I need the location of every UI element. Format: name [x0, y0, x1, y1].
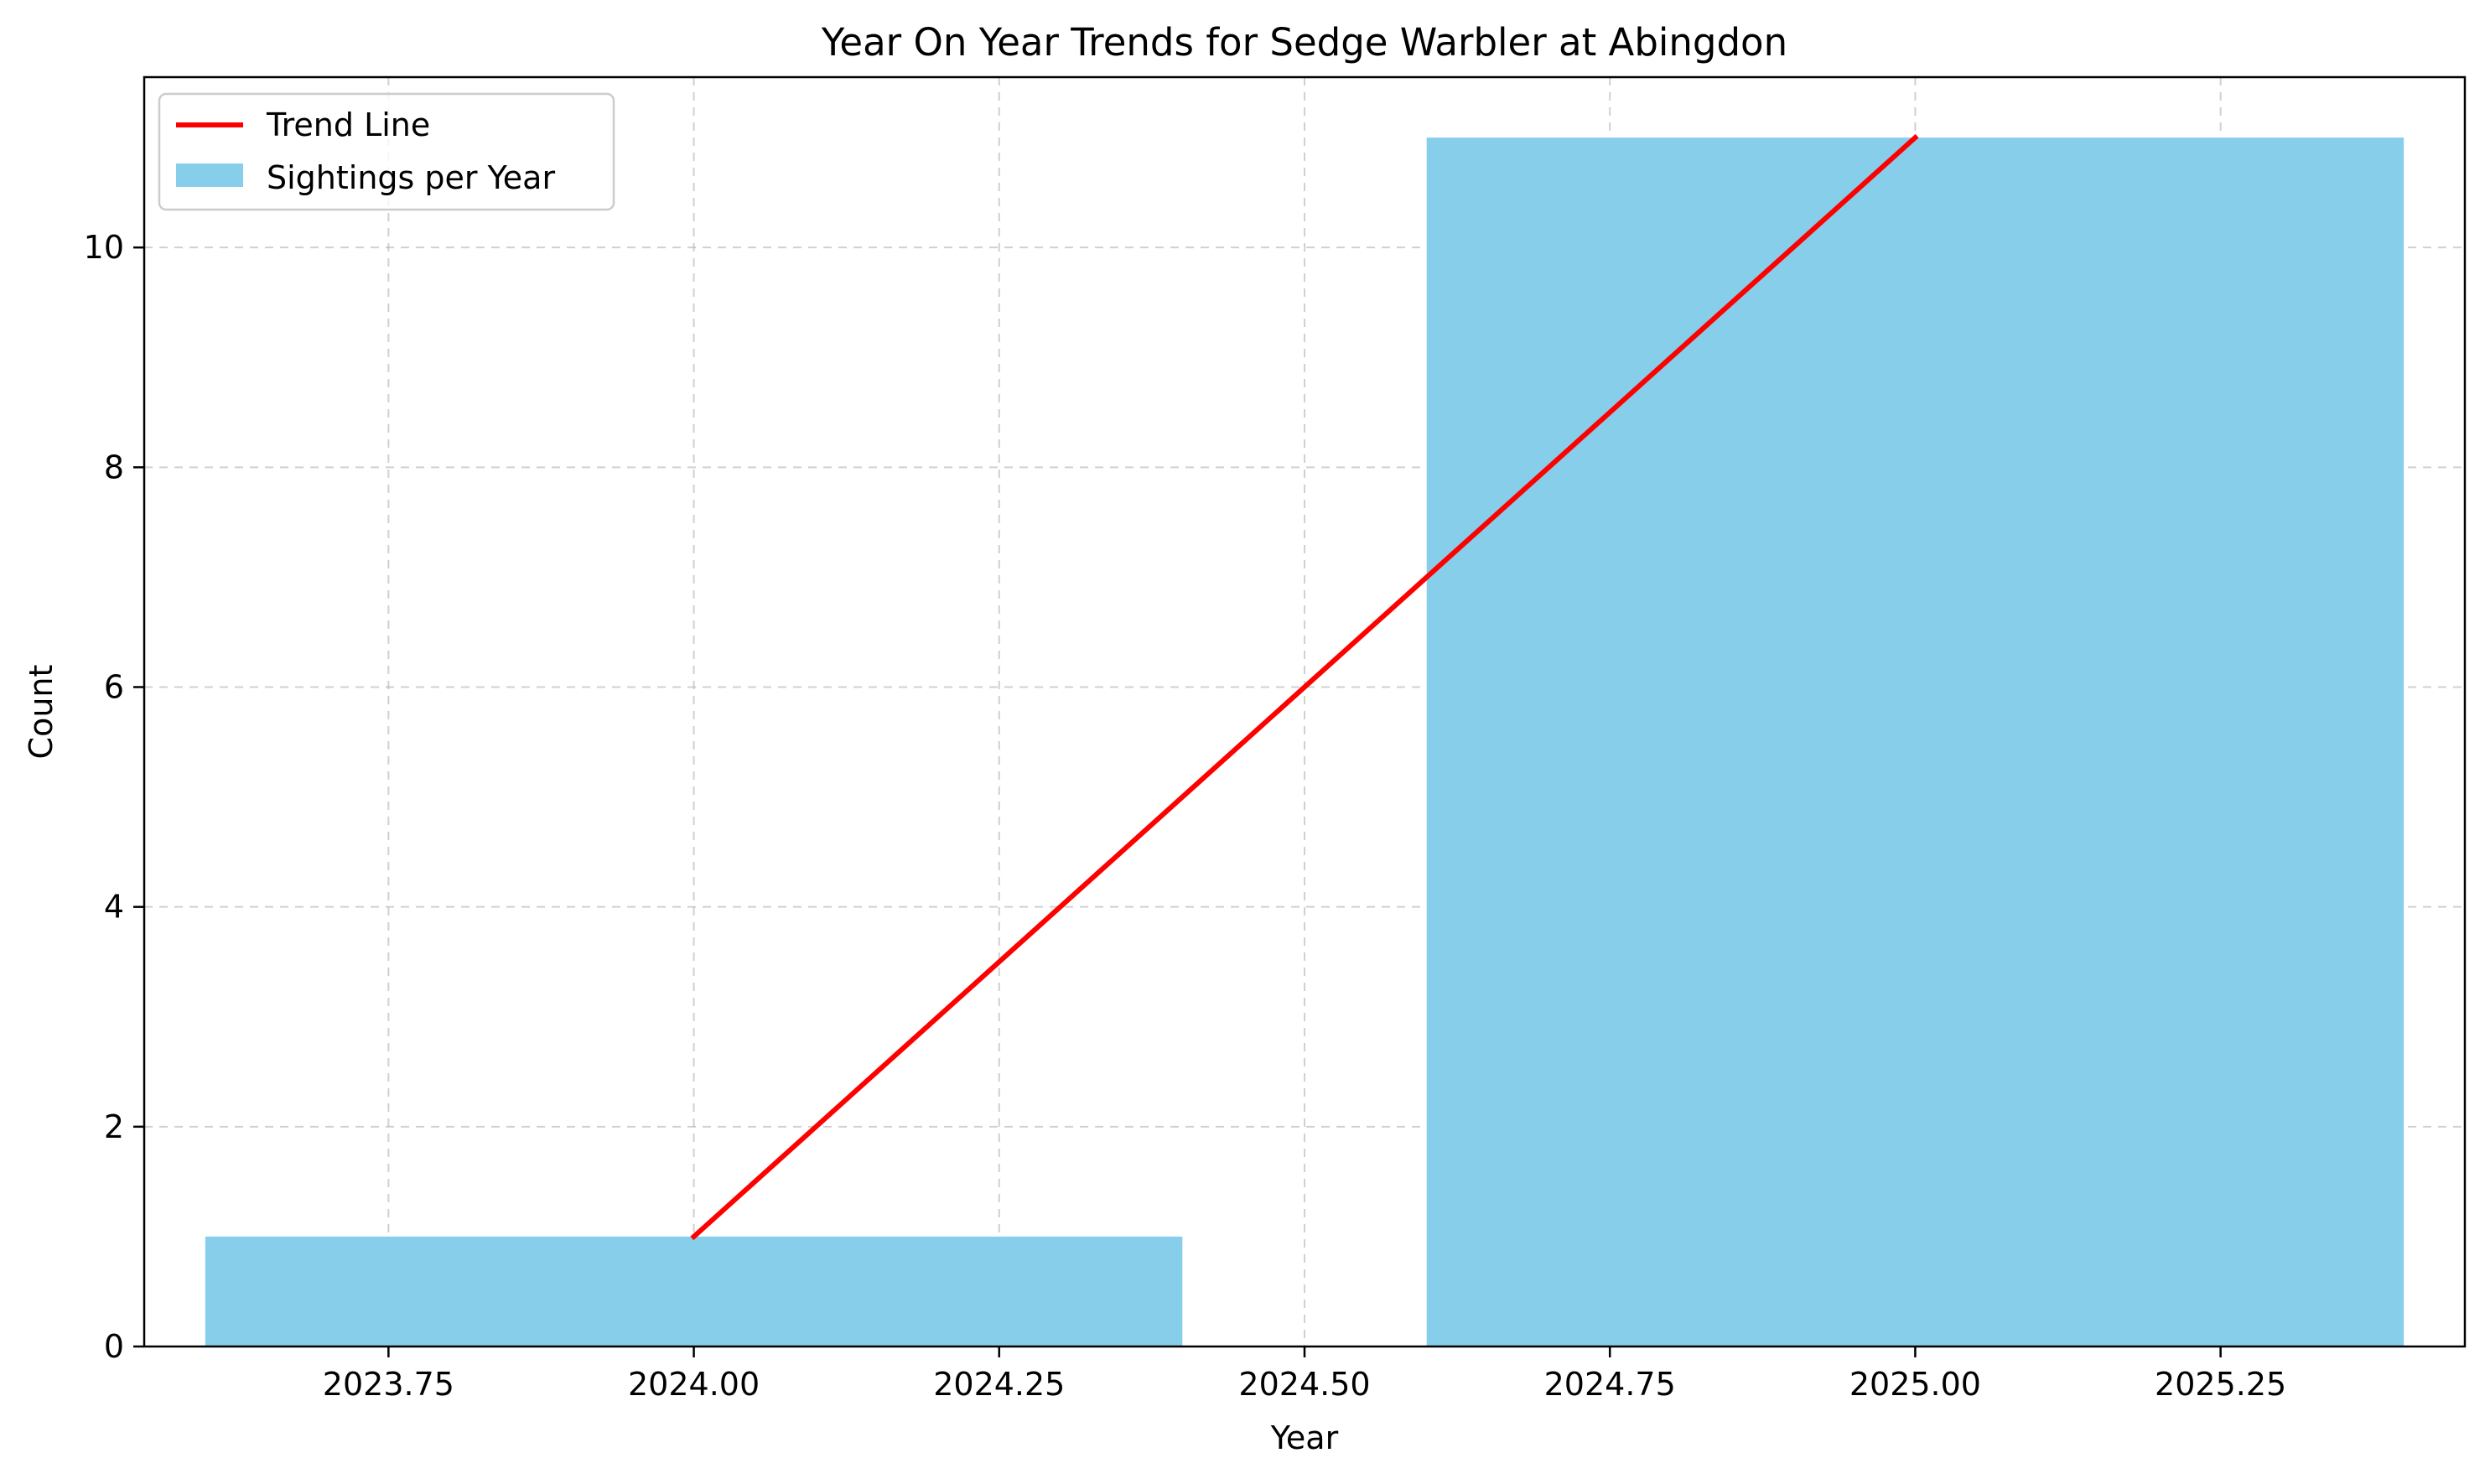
bar	[205, 1236, 1183, 1346]
x-tick-label: 2024.75	[1544, 1366, 1676, 1403]
x-tick-label: 2024.50	[1238, 1366, 1370, 1403]
trend-line-layer	[690, 133, 1919, 1241]
y-tick-label: 0	[104, 1328, 124, 1365]
y-tick-label: 10	[84, 229, 124, 266]
chart-title: Year On Year Trends for Sedge Warbler at…	[821, 20, 1787, 65]
y-tick-label: 6	[104, 669, 124, 706]
y-tick-label: 2	[104, 1108, 124, 1145]
x-tick-label: 2025.25	[2155, 1366, 2286, 1403]
y-tick-label: 8	[104, 449, 124, 485]
x-tick-label: 2024.00	[628, 1366, 760, 1403]
legend-bar-swatch	[176, 163, 243, 187]
ticks: 2023.75 2024.00 2024.25 2024.50 2024.75 2025.…	[84, 229, 2287, 1403]
x-axis-label: Year	[1270, 1419, 1339, 1456]
legend-bar-label: Sightings per Year	[267, 159, 555, 196]
trend-line	[690, 133, 1919, 1241]
x-tick-label: 2025.00	[1849, 1366, 1981, 1403]
legend-box	[158, 92, 615, 211]
y-tick-label: 4	[104, 889, 124, 926]
x-tick-label: 2024.25	[933, 1366, 1065, 1403]
bar	[1426, 138, 2404, 1347]
legend-trend-line-label: Trend Line	[266, 106, 430, 143]
y-axis-label: Count	[23, 665, 60, 760]
bars	[205, 138, 2404, 1347]
legend: Trend Line Sightings per Year	[158, 92, 615, 211]
x-tick-label: 2023.75	[323, 1366, 454, 1403]
